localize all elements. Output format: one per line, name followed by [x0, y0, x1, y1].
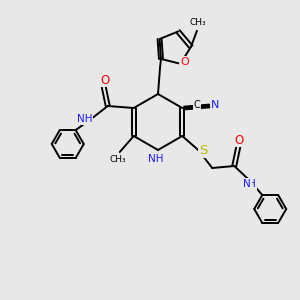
- Text: NH: NH: [148, 154, 164, 164]
- Text: CH₃: CH₃: [110, 154, 126, 164]
- Text: H: H: [248, 179, 256, 189]
- Text: C: C: [194, 100, 201, 110]
- Text: O: O: [100, 74, 110, 86]
- Text: O: O: [235, 134, 244, 146]
- Text: S: S: [199, 145, 207, 158]
- Text: CH₃: CH₃: [190, 18, 206, 27]
- Text: N: N: [243, 179, 251, 189]
- Text: O: O: [180, 57, 189, 67]
- Text: N: N: [211, 100, 219, 110]
- Text: NH: NH: [77, 114, 92, 124]
